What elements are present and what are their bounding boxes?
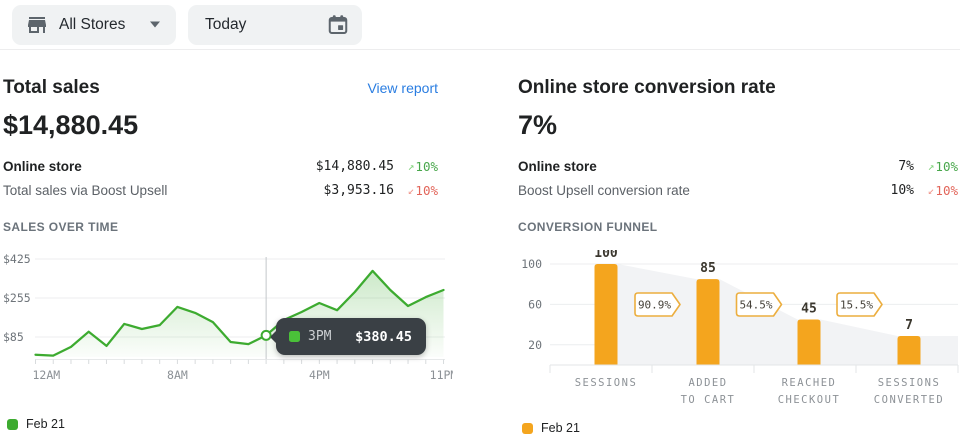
store-selector-button[interactable]: All Stores bbox=[12, 4, 176, 45]
metric-value: 10% bbox=[890, 182, 914, 198]
metric-label: Online store bbox=[3, 158, 82, 174]
y-axis-label: 20 bbox=[528, 338, 542, 352]
metric-delta-badge: ↙ 10% bbox=[394, 183, 438, 198]
x-axis-label: 4PM bbox=[309, 368, 330, 382]
metric-row-boost-upsell: Boost Upsell conversion rate 10% ↙ 10% bbox=[518, 178, 958, 202]
chevron-down-icon bbox=[149, 21, 161, 28]
metric-delta-badge: ↗ 10% bbox=[394, 159, 438, 174]
metric-delta: 10% bbox=[415, 182, 438, 198]
trend-down-icon: ↙ bbox=[407, 183, 415, 197]
category-label: SESSIONS bbox=[878, 377, 941, 389]
y-axis-label: 60 bbox=[528, 297, 542, 311]
category-label: CONVERTED bbox=[874, 394, 944, 406]
tooltip-time: 3PM bbox=[308, 329, 332, 344]
x-axis-label: 8AM bbox=[167, 368, 188, 382]
trend-up-icon: ↗ bbox=[927, 159, 935, 173]
metric-delta-badge: ↗ 10% bbox=[914, 159, 958, 174]
conversion-metrics: Online store 7% ↗ 10% Boost Upsell conve… bbox=[518, 154, 958, 202]
funnel-bar[interactable] bbox=[797, 319, 821, 365]
metric-delta: 10% bbox=[935, 182, 958, 198]
sales-legend: Feb 21 bbox=[7, 417, 480, 431]
metric-value: 7% bbox=[898, 158, 914, 174]
drop-rate-label: 90.9% bbox=[638, 299, 671, 312]
conversion-funnel-label: CONVERSION FUNNEL bbox=[518, 220, 658, 234]
funnel-legend: Feb 21 bbox=[522, 421, 960, 435]
drop-rate-label: 54.5% bbox=[739, 299, 772, 312]
metric-delta: 10% bbox=[935, 158, 958, 174]
metric-row-boost-upsell: Total sales via Boost Upsell $3,953.16 ↙… bbox=[3, 178, 438, 202]
total-sales-metrics: Online store $14,880.45 ↗ 10% Total sale… bbox=[3, 154, 438, 202]
category-label: CHECKOUT bbox=[778, 394, 841, 406]
drop-rate-badge bbox=[634, 292, 681, 317]
metric-label: Online store bbox=[518, 158, 597, 174]
calendar-icon bbox=[326, 13, 350, 37]
dashboard-body: Total sales View report $14,880.45 Onlin… bbox=[0, 50, 960, 435]
y-axis-label: $425 bbox=[3, 252, 31, 266]
funnel-backdrop bbox=[594, 264, 958, 365]
trend-down-icon: ↙ bbox=[927, 183, 935, 197]
date-range-label: Today bbox=[205, 15, 247, 33]
metric-value: $3,953.16 bbox=[323, 182, 394, 198]
total-sales-title: Total sales bbox=[3, 77, 100, 98]
metric-value: $14,880.45 bbox=[315, 158, 394, 174]
metric-row-online-store: Online store 7% ↗ 10% bbox=[518, 154, 958, 178]
bar-value-label: 45 bbox=[801, 302, 817, 317]
bar-value-label: 85 bbox=[700, 261, 716, 276]
category-label: REACHED bbox=[782, 377, 837, 389]
highlight-marker bbox=[260, 329, 272, 341]
conversion-rate-header: Online store conversion rate bbox=[518, 77, 960, 99]
y-axis-label: $85 bbox=[3, 330, 24, 344]
chart-tooltip: 3PM $380.45 bbox=[276, 318, 426, 355]
funnel-bar[interactable] bbox=[594, 264, 618, 365]
total-sales-panel: Total sales View report $14,880.45 Onlin… bbox=[0, 50, 480, 435]
drop-rate-label: 15.5% bbox=[840, 299, 873, 312]
total-sales-header: Total sales View report bbox=[3, 77, 438, 99]
category-label: TO CART bbox=[681, 394, 736, 406]
topbar: All Stores Today bbox=[0, 0, 960, 50]
metric-delta: 10% bbox=[415, 158, 438, 174]
drop-rate-badge bbox=[735, 292, 783, 317]
sales-over-time-label: SALES OVER TIME bbox=[3, 220, 119, 234]
bar-value-label: 100 bbox=[594, 250, 618, 261]
sales-series-line bbox=[34, 269, 445, 357]
store-selector-label: All Stores bbox=[59, 15, 126, 33]
metric-delta-badge: ↙ 10% bbox=[914, 183, 958, 198]
funnel-bar[interactable] bbox=[897, 336, 921, 365]
legend-label: Feb 21 bbox=[26, 417, 65, 431]
conversion-funnel-chart[interactable]: 100 60 20 100 85 45 7 90.9% 54.5% 15.5% SESSIONS AD… bbox=[518, 246, 960, 415]
y-axis-label: 100 bbox=[521, 257, 542, 271]
category-label: SESSIONS bbox=[575, 377, 638, 389]
tooltip-series-swatch bbox=[289, 331, 300, 342]
conversion-rate-title: Online store conversion rate bbox=[518, 77, 776, 98]
metric-label: Total sales via Boost Upsell bbox=[3, 182, 168, 198]
x-axis-label: 12AM bbox=[33, 368, 61, 382]
metric-label: Boost Upsell conversion rate bbox=[518, 182, 690, 198]
category-label: ADDED bbox=[688, 377, 727, 389]
y-axis-label: $255 bbox=[3, 291, 31, 305]
conversion-rate-value: 7% bbox=[518, 110, 558, 140]
legend-label: Feb 21 bbox=[541, 421, 580, 435]
trend-up-icon: ↗ bbox=[407, 159, 415, 173]
view-report-link[interactable]: View report bbox=[367, 80, 438, 96]
bar-value-label: 7 bbox=[905, 318, 913, 333]
date-range-button[interactable]: Today bbox=[188, 4, 362, 45]
total-sales-value: $14,880.45 bbox=[3, 110, 139, 140]
sales-line-chart[interactable]: $425 $255 $85 12AM 8AM 4PM 11PM 3PM $380.45 bbox=[3, 250, 480, 395]
store-icon bbox=[25, 13, 49, 37]
legend-swatch-green bbox=[7, 418, 18, 430]
legend-swatch-orange bbox=[522, 422, 533, 434]
conversion-funnel-canvas: 100 60 20 100 85 45 7 90.9% 54.5% 15.5% SESSIONS AD… bbox=[521, 246, 959, 406]
tooltip-value: $380.45 bbox=[355, 328, 412, 345]
funnel-bar[interactable] bbox=[696, 279, 720, 365]
conversion-rate-panel: Online store conversion rate 7% Online s… bbox=[480, 50, 960, 435]
metric-row-online-store: Online store $14,880.45 ↗ 10% bbox=[3, 154, 438, 178]
drop-rate-badge bbox=[836, 292, 883, 317]
x-axis-label: 11PM bbox=[430, 368, 453, 382]
